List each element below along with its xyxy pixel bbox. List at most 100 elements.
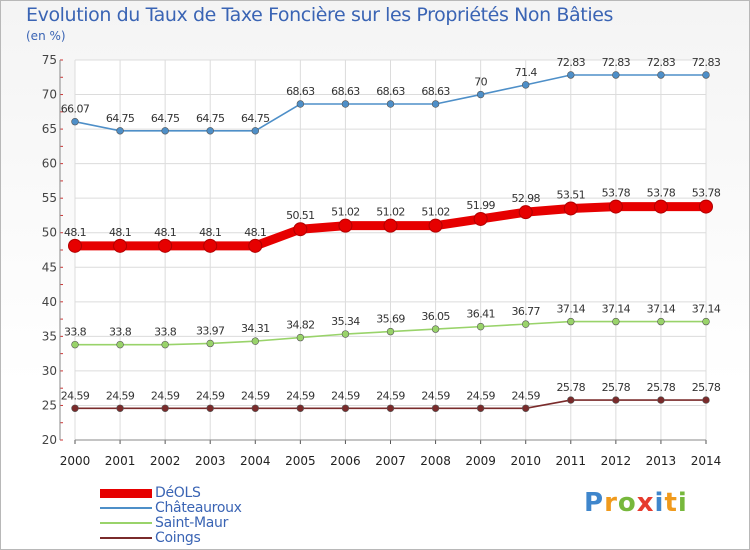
- series-ch-teauroux: 66.07 64.75 64.75 64.75 64.75 68.63 68.63 68.63…: [61, 56, 721, 135]
- chart-title: Evolution du Taux de Taxe Foncière sur l…: [26, 4, 614, 26]
- data-point: [702, 317, 710, 326]
- data-point: [296, 100, 305, 108]
- data-label: 37.14: [602, 303, 631, 316]
- data-point: [522, 81, 530, 89]
- data-point: [293, 222, 308, 237]
- data-label: 68.63: [421, 85, 450, 98]
- data-point: [386, 100, 395, 108]
- legend-label-saint-maur: Saint-Maur: [155, 515, 229, 531]
- data-point: [431, 100, 440, 108]
- data-label: 33.97: [196, 324, 225, 337]
- legend-item-chateauroux[interactable]: Châteauroux: [100, 500, 320, 516]
- data-label: 52.98: [511, 192, 540, 205]
- y-tick-label: 50: [42, 226, 57, 240]
- data-label: 51.02: [421, 206, 450, 219]
- data-point: [702, 396, 710, 404]
- data-point: [657, 71, 665, 79]
- data-label: 53.78: [692, 187, 721, 200]
- data-label: 68.63: [331, 85, 360, 98]
- data-label: 24.59: [151, 389, 180, 402]
- data-label: 53.51: [557, 188, 586, 201]
- data-point: [206, 339, 214, 348]
- data-point: [251, 404, 259, 412]
- x-tick-label: 2007: [375, 454, 406, 468]
- data-label: 24.59: [106, 389, 135, 402]
- legend-item-coings[interactable]: Coings: [100, 530, 320, 546]
- data-label: 48.1: [244, 226, 266, 239]
- x-tick-label: 2000: [60, 454, 91, 468]
- data-point: [522, 404, 530, 412]
- data-label: 48.1: [154, 226, 176, 239]
- data-point: [251, 127, 259, 135]
- logo-letter: o: [617, 488, 637, 518]
- data-point: [341, 404, 350, 412]
- logo-letter: x: [636, 488, 655, 518]
- proxiti-logo: Proxiti: [584, 488, 688, 518]
- y-tick-label: 25: [42, 398, 57, 412]
- data-label: 25.78: [557, 381, 586, 394]
- data-point: [203, 238, 218, 253]
- data-label: 51.99: [466, 199, 495, 212]
- data-point: [476, 404, 485, 412]
- data-label: 66.07: [61, 103, 90, 116]
- data-label: 68.63: [286, 85, 315, 98]
- x-tick-label: 2002: [150, 454, 181, 468]
- legend-swatch-saint-maur: [100, 522, 152, 524]
- data-point: [116, 404, 124, 412]
- data-label: 24.59: [376, 389, 405, 402]
- data-point: [612, 396, 620, 404]
- x-tick-label: 2010: [510, 454, 541, 468]
- data-point: [158, 238, 173, 253]
- legend-swatch-coings: [100, 537, 152, 539]
- data-point: [657, 396, 665, 404]
- data-point: [476, 322, 485, 331]
- data-label: 64.75: [241, 112, 270, 125]
- data-label: 24.59: [241, 389, 270, 402]
- data-label: 48.1: [109, 226, 131, 239]
- data-label: 51.02: [331, 206, 360, 219]
- legend-item-saint-maur[interactable]: Saint-Maur: [100, 515, 320, 531]
- data-point: [386, 327, 395, 336]
- data-label: 71.4: [515, 66, 538, 79]
- data-label: 64.75: [151, 112, 180, 125]
- data-label: 48.1: [199, 226, 221, 239]
- data-label: 25.78: [647, 381, 676, 394]
- data-label: 36.41: [466, 308, 495, 321]
- x-tick-label: 2005: [285, 454, 316, 468]
- data-point: [612, 71, 620, 79]
- data-label: 37.14: [557, 303, 586, 316]
- series-saint-maur: 33.8 33.8 33.8 33.97 34.31 34.82 35.34 35.69 36.…: [64, 303, 721, 349]
- data-point: [518, 205, 533, 220]
- data-point: [296, 333, 305, 342]
- legend-item-deols[interactable]: DéOLS: [100, 485, 320, 501]
- data-label: 33.8: [154, 326, 177, 339]
- data-point: [473, 211, 488, 226]
- data-label: 48.1: [64, 226, 86, 239]
- logo-letter: i: [654, 488, 665, 518]
- x-tick-label: 2012: [601, 454, 632, 468]
- data-label: 37.14: [647, 303, 676, 316]
- data-point: [702, 71, 710, 79]
- y-tick-label: 35: [42, 329, 57, 343]
- x-tick-label: 2011: [556, 454, 587, 468]
- x-tick-label: 2003: [195, 454, 226, 468]
- data-point: [68, 238, 82, 253]
- data-label: 36.05: [421, 310, 450, 323]
- y-tick-label: 65: [42, 122, 57, 136]
- data-point: [383, 218, 398, 233]
- data-point: [161, 404, 169, 412]
- legend-label-deols: DéOLS: [155, 485, 201, 501]
- data-label: 25.78: [602, 381, 631, 394]
- legend-label-chateauroux: Châteauroux: [155, 500, 242, 516]
- data-label: 24.59: [61, 389, 90, 402]
- x-tick-label: 2008: [420, 454, 451, 468]
- data-label: 33.8: [109, 326, 132, 339]
- data-point: [251, 337, 259, 345]
- data-point: [161, 127, 169, 135]
- data-point: [386, 404, 395, 412]
- data-label: 35.69: [376, 313, 405, 326]
- logo-letter: i: [677, 488, 688, 518]
- y-tick-label: 30: [42, 364, 57, 378]
- data-point: [248, 238, 263, 253]
- x-tick-label: 2006: [330, 454, 361, 468]
